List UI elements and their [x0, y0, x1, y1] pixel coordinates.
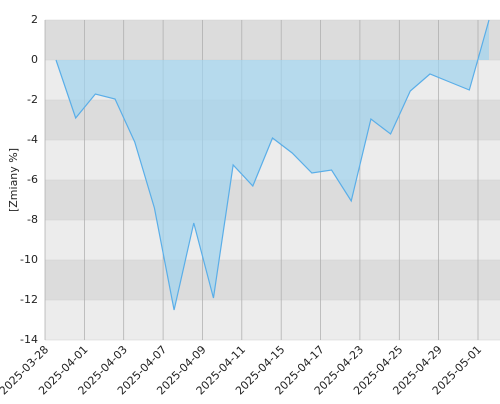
- y-tick-label: -12: [20, 293, 38, 306]
- y-axis-label: [Zmiany %]: [7, 148, 20, 212]
- y-tick-label: -2: [27, 93, 38, 106]
- y-tick-label: 2: [31, 13, 38, 26]
- line: [55, 19, 490, 311]
- area: [56, 20, 489, 310]
- y-tick-label: 0: [31, 53, 38, 66]
- plot: -14-12-10-8-6-4-2022025-03-282025-04-012…: [0, 13, 500, 397]
- y-tick-label: -8: [27, 213, 38, 226]
- grid-band: [45, 220, 500, 260]
- y-tick-label: -10: [20, 253, 38, 266]
- grid-band: [45, 260, 500, 300]
- y-tick-label: -4: [27, 133, 38, 146]
- grid-band: [45, 180, 500, 220]
- y-tick-label: -14: [20, 333, 38, 346]
- grid-band: [45, 300, 500, 340]
- y-tick-label: -6: [27, 173, 38, 186]
- grid-band: [45, 140, 500, 180]
- grid-band: [45, 20, 500, 60]
